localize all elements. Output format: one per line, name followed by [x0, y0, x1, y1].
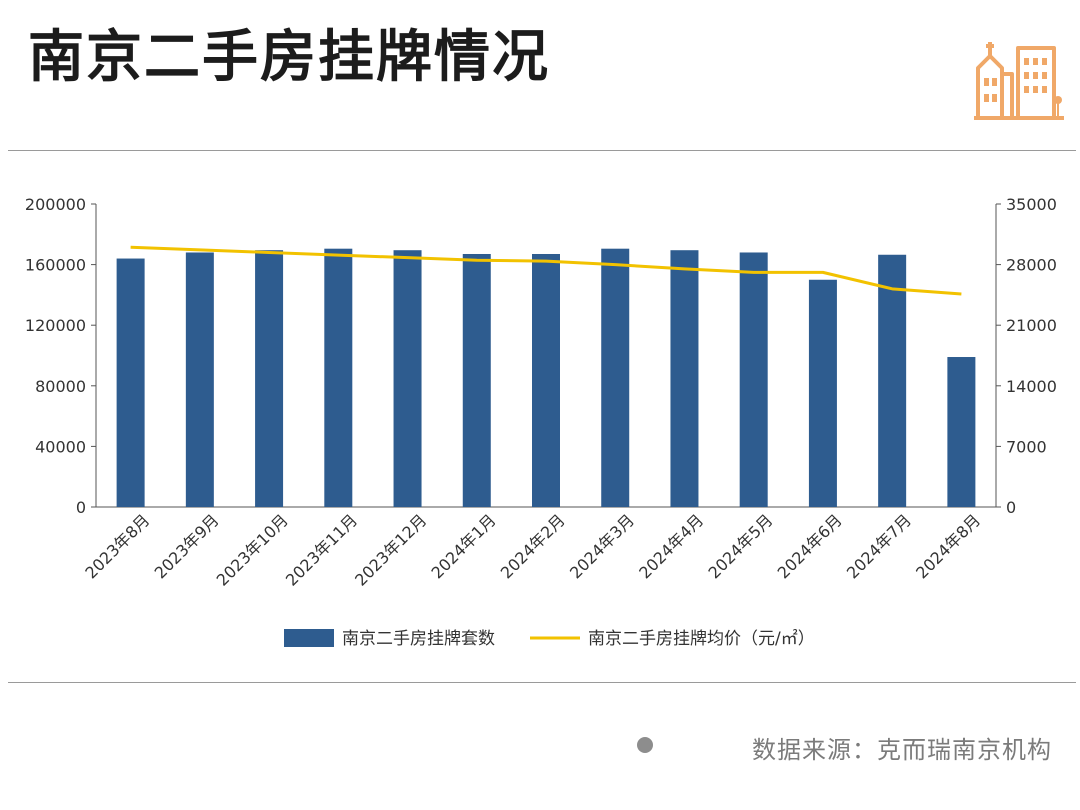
bar: [739, 252, 768, 507]
x-tick-label: 2024年6月: [774, 510, 846, 582]
listing-chart: 0 40000 80000 120000 160000 200000 0 7000 14000 2…: [25, 195, 1057, 649]
x-tick-label: 2023年11月: [282, 510, 361, 589]
bar: [324, 248, 353, 507]
left-tick-label: 80000: [35, 377, 86, 396]
legend-label-line: 南京二手房挂牌均价（元/㎡）: [588, 629, 815, 649]
top-divider: [8, 150, 1076, 151]
x-tick-label: 2023年10月: [213, 510, 292, 589]
bar: [808, 279, 837, 507]
left-tick-label: 200000: [25, 195, 86, 214]
bar: [116, 258, 145, 507]
bar: [255, 250, 284, 507]
right-tick-label: 0: [1006, 498, 1016, 517]
bar: [947, 357, 976, 507]
left-tick-label: 160000: [25, 256, 86, 275]
bar: [393, 250, 422, 507]
city-buildings-icon: [974, 42, 1064, 120]
right-tick-label: 14000: [1006, 377, 1057, 396]
left-tick-label: 0: [76, 498, 86, 517]
x-tick-label: 2024年8月: [912, 510, 984, 582]
bottom-divider: [8, 682, 1076, 683]
legend-swatch-bars: [284, 629, 334, 647]
x-tick-label: 2023年8月: [81, 510, 153, 582]
data-source: 数据来源：克而瑞南京机构: [752, 736, 1052, 764]
x-tick-label: 2024年4月: [635, 510, 707, 582]
right-tick-label: 28000: [1006, 256, 1057, 275]
x-tick-label: 2023年12月: [351, 510, 430, 589]
bar: [185, 252, 214, 507]
left-tick-label: 120000: [25, 316, 86, 335]
x-tick-label: 2024年5月: [704, 510, 776, 582]
bullet-dot: [637, 737, 653, 753]
x-tick-label: 2024年3月: [566, 510, 638, 582]
legend-label-bars: 南京二手房挂牌套数: [342, 629, 495, 649]
bar: [532, 253, 560, 507]
bar: [601, 248, 630, 507]
left-tick-label: 40000: [35, 437, 86, 456]
right-tick-label: 21000: [1006, 316, 1057, 335]
bar: [670, 250, 699, 507]
x-tick-label: 2024年7月: [843, 510, 915, 582]
x-tick-label: 2024年1月: [428, 510, 500, 582]
right-tick-label: 7000: [1006, 437, 1047, 456]
x-tick-label: 2024年2月: [497, 510, 569, 582]
bar: [462, 253, 491, 507]
bar: [878, 254, 907, 507]
x-tick-label: 2023年9月: [151, 510, 223, 582]
right-tick-label: 35000: [1006, 195, 1057, 214]
page-title: 南京二手房挂牌情况: [28, 25, 550, 90]
